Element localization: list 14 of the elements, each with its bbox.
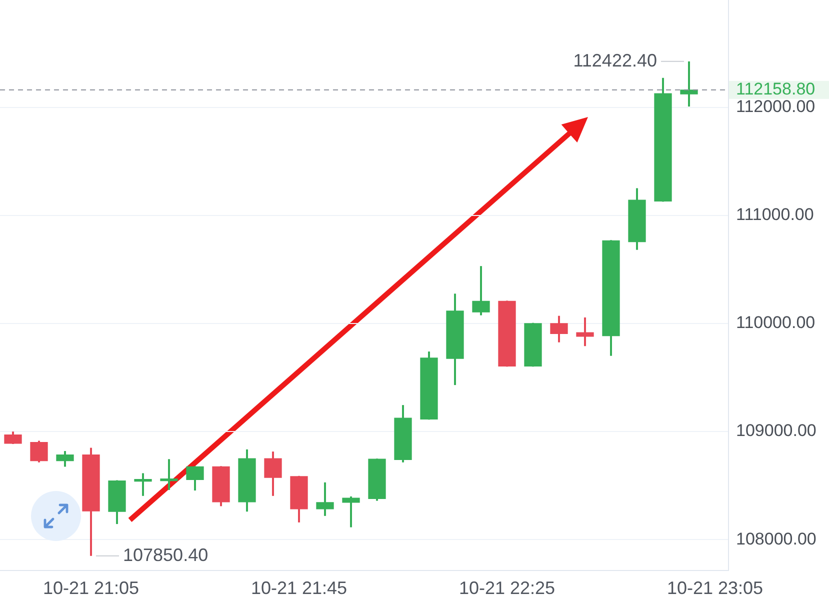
x-tick-label: 10-21 23:05 [666,578,764,598]
annotation: 112422.40 [573,50,657,70]
x-tick-label: 10-21 22:25 [458,578,556,598]
y-tick-label: 112000.00 [736,96,816,116]
y-tick-label: 108000.00 [736,529,816,548]
x-tick-label: 10-21 21:05 [42,578,140,598]
candlestick [134,473,152,496]
ref-line-label: 112158.80 [736,80,816,99]
candlestick [160,459,178,490]
annotation: 107850.40 [123,544,208,565]
x-tick-label: 10-21 21:45 [250,578,348,598]
y-tick-label: 109000.00 [736,421,816,440]
y-tick-label: 111000.00 [736,204,814,224]
y-tick-label: 110000.00 [736,313,816,332]
